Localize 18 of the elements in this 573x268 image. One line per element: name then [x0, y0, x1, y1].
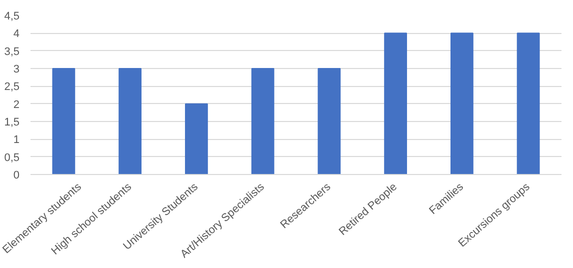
bar — [184, 103, 208, 174]
bar — [450, 32, 474, 174]
y-tick-label: 2 — [13, 98, 20, 111]
y-tick-label: 3 — [13, 64, 20, 76]
bar — [384, 32, 408, 174]
bar — [251, 68, 274, 174]
y-tick-label: 0,5 — [4, 152, 20, 164]
bar — [52, 68, 76, 174]
y-tick-label: 2,5 — [4, 81, 20, 94]
y-tick-label: 0 — [13, 170, 20, 182]
bar — [318, 68, 341, 174]
y-tick-label: 1,5 — [4, 116, 20, 128]
y-tick-label: 1 — [13, 134, 20, 146]
y-tick-label: 4,5 — [4, 10, 20, 22]
y-tick-label: 4 — [13, 28, 20, 40]
y-tick-label: 3,5 — [4, 46, 20, 58]
bar — [118, 68, 142, 174]
bar — [516, 32, 540, 174]
